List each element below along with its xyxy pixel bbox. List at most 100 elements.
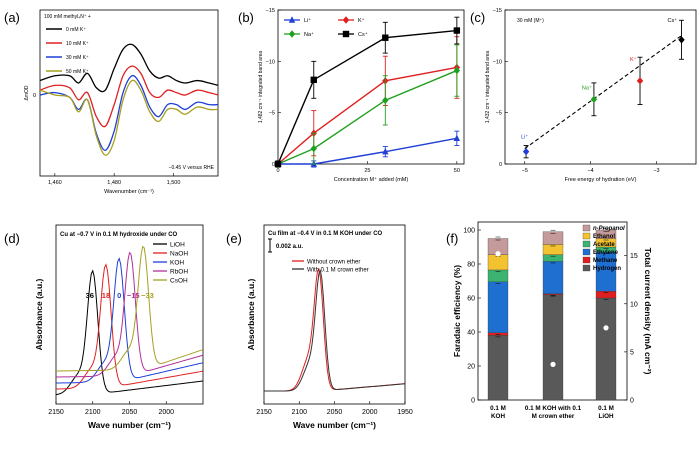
stacked-bar-segment-f xyxy=(595,291,617,299)
point-label-c: Na⁺ xyxy=(582,84,592,91)
x-tick-label-e: 2150 xyxy=(256,409,272,416)
y-tick-label-f: 80 xyxy=(467,262,475,269)
series-line-b xyxy=(277,29,457,165)
y2-tick-label-f: 15 xyxy=(630,253,638,260)
panel-title-c: 30 mM (M⁺) xyxy=(517,18,544,24)
x-tick-label-a: 1,460 xyxy=(48,180,62,186)
legend-marker-b xyxy=(342,30,350,38)
y-tick-label-b: −15 xyxy=(266,8,275,14)
legend-label-d: RbOH xyxy=(170,269,188,276)
stacked-bar-segment-f xyxy=(542,294,564,401)
x-tick-label-c: −3 xyxy=(653,168,659,174)
spectrum-line-d xyxy=(55,245,204,372)
x-tick-label-a: 1,480 xyxy=(107,180,121,186)
stacked-bar-segment-f xyxy=(487,335,509,401)
y-axis-label-a: ΔmOD xyxy=(24,85,30,100)
current-density-marker-f xyxy=(603,325,609,331)
panel-title-a: 100 mM methyl₄N⁺ + xyxy=(44,14,91,20)
y-tick-label-f: 60 xyxy=(467,296,475,303)
stacked-bar-segment-f xyxy=(542,231,564,245)
x-tick-label-d: 2000 xyxy=(158,409,174,416)
legend-label-f: Acetate xyxy=(593,242,615,248)
legend-label-b: Na⁺ xyxy=(304,31,314,38)
x-axis-label-e: Wave number (cm⁻¹) xyxy=(293,420,376,430)
point-label-c: K⁺ xyxy=(630,56,637,63)
panel-label-c: (c) xyxy=(470,10,485,25)
scale-bar-label-e: 0.002 a.u. xyxy=(276,244,303,250)
x-tick-label-d: 2100 xyxy=(85,409,101,416)
point-label-c: Cs⁺ xyxy=(668,17,678,24)
spectrum-line-d xyxy=(55,257,204,384)
x-tick-label-c: −4 xyxy=(587,168,593,174)
y-tick-label-c: −5 xyxy=(496,111,502,117)
axes-frame-c xyxy=(504,9,697,165)
data-marker-b xyxy=(310,76,317,84)
series-line-a xyxy=(39,43,219,93)
legend-swatch-f xyxy=(582,248,591,256)
peak-shift-label-d: −33 xyxy=(141,291,154,300)
spectrum-line-e xyxy=(264,267,406,392)
axes-frame-a xyxy=(39,9,219,177)
category-label-f: 0.1 M xyxy=(490,405,506,412)
y-tick-label-c: −15 xyxy=(493,8,502,14)
x-tick-label-b: 50 xyxy=(454,168,460,174)
x-tick-label-a: 1,500 xyxy=(167,180,181,186)
series-line-b xyxy=(277,69,458,165)
legend-marker-b xyxy=(288,16,296,23)
current-density-marker-f xyxy=(495,251,501,257)
fit-line-c xyxy=(524,34,684,150)
series-line-a xyxy=(39,79,219,156)
y-tick-label-a: 0 xyxy=(33,93,36,99)
data-marker-c xyxy=(636,77,644,85)
y2-axis-label-f: Total current density (mA cm⁻²) xyxy=(643,248,653,375)
legend-label-b: Cs⁺ xyxy=(358,31,368,38)
y2-tick-label-f: 10 xyxy=(630,301,638,308)
panel-title-d: Cu at −0.7 V in 0.1 M hydroxide under CO xyxy=(60,232,178,238)
x-tick-label-e: 2100 xyxy=(291,409,307,416)
data-marker-b xyxy=(382,96,389,105)
legend-label-a: 50 mM K⁺ xyxy=(66,69,89,75)
legend-label-f: Hydrogen xyxy=(593,266,621,272)
data-marker-b xyxy=(453,66,461,75)
legend-swatch-f xyxy=(582,224,591,232)
peak-shift-label-d: 36 xyxy=(86,291,94,300)
stacked-bar-segment-f xyxy=(487,281,509,334)
y-axis-label-c: 1,432 cm⁻¹ integrated band area xyxy=(485,51,491,124)
legend-label-d: NaOH xyxy=(170,251,188,258)
peak-shift-label-d: 0 xyxy=(117,291,121,300)
series-line-a xyxy=(39,74,219,151)
x-axis-label-a: Wavenumber (cm⁻¹) xyxy=(104,189,154,195)
y-tick-label-b: −10 xyxy=(266,59,275,65)
category-label-f: LiOH xyxy=(598,413,613,420)
x-tick-label-e: 2000 xyxy=(362,409,378,416)
y2-tick-label-f: 0 xyxy=(630,398,634,405)
spectrum-line-d xyxy=(55,251,204,378)
stacked-bar-segment-f xyxy=(595,297,617,401)
x-axis-label-c: Free energy of hydration (eV) xyxy=(565,177,637,183)
x-axis-label-b: Concentration M⁺ added (mM) xyxy=(334,176,409,183)
panel-label-e: (e) xyxy=(226,231,242,246)
peak-shift-label-d: 18 xyxy=(102,291,110,300)
x-tick-label-c: −5 xyxy=(522,168,528,174)
legend-label-d: KOH xyxy=(170,260,184,267)
spectrum-line-e xyxy=(264,269,406,392)
panel-label-a: (a) xyxy=(4,10,20,25)
panel-title-e: Cu film at −0.4 V in 0.1 M KOH under CO xyxy=(268,231,383,237)
axes-frame-e xyxy=(263,224,406,405)
stacked-bar-segment-f xyxy=(542,261,564,294)
x-axis-label-d: Wave number (cm⁻¹) xyxy=(88,420,171,430)
legend-swatch-f xyxy=(582,264,591,272)
stacked-bar-segment-f xyxy=(595,229,617,239)
legend-label-b: K⁺ xyxy=(358,17,365,24)
spectrum-line-d xyxy=(55,263,204,390)
panel-label-d: (d) xyxy=(4,231,20,246)
y-tick-label-b: 0 xyxy=(272,162,275,168)
data-marker-c xyxy=(522,147,530,156)
legend-label-d: LiOH xyxy=(170,242,185,249)
legend-marker-b xyxy=(342,16,350,24)
y-tick-label-c: −10 xyxy=(493,59,502,65)
legend-label-a: 30 mM K⁺ xyxy=(66,55,89,61)
data-marker-b xyxy=(274,160,282,168)
data-marker-b xyxy=(310,144,317,153)
y-tick-label-f: 20 xyxy=(467,364,475,371)
